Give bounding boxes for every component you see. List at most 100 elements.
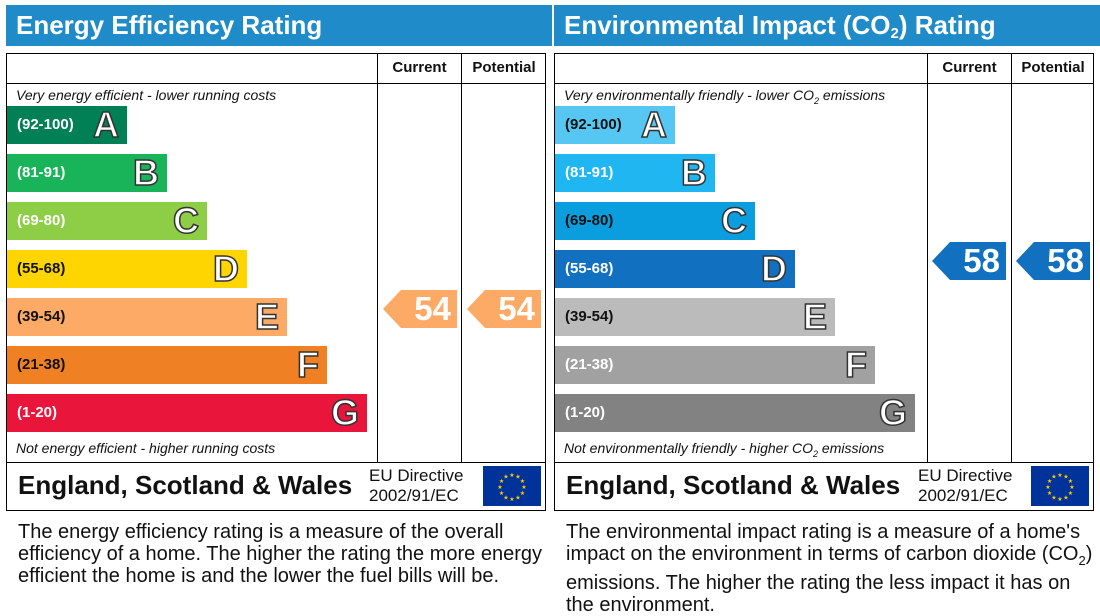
eu-flag-icon: ★ ★★★★★★★★★★★ bbox=[483, 466, 541, 506]
svg-text:★: ★ bbox=[509, 472, 514, 479]
svg-text:★: ★ bbox=[1063, 474, 1068, 481]
band-letter: F bbox=[844, 343, 868, 386]
divider bbox=[554, 83, 1094, 84]
band-range-label: (1-20) bbox=[565, 404, 606, 421]
band-letter: B bbox=[132, 151, 160, 194]
svg-text:★: ★ bbox=[521, 484, 526, 491]
svg-text:★: ★ bbox=[1068, 478, 1073, 485]
potential-rating-value: 58 bbox=[1047, 242, 1084, 279]
eu-flag-icon: ★ ★★★★★★★★★★★ bbox=[1031, 466, 1089, 506]
band-e: (39-54) E bbox=[7, 295, 287, 338]
current-rating-arrow: 58 bbox=[932, 242, 1006, 280]
band-range-label: (81-91) bbox=[17, 164, 66, 181]
band-letter: D bbox=[760, 247, 788, 290]
current-rating-value: 58 bbox=[963, 242, 1000, 279]
divider bbox=[927, 53, 928, 463]
band-range-label: (1-20) bbox=[17, 404, 58, 421]
band-range-label: (69-80) bbox=[17, 212, 66, 229]
svg-text:★: ★ bbox=[1057, 496, 1062, 503]
region-label: England, Scotland & Wales bbox=[566, 470, 901, 500]
environmental-rating-title: Environmental Impact (CO2) Rating bbox=[554, 5, 1100, 46]
environmental-chart-frame bbox=[554, 53, 1094, 511]
band-letter: A bbox=[640, 103, 668, 146]
environmental-impact-panel: Environmental Impact (CO2) Rating Curren… bbox=[554, 0, 1100, 616]
top-note: Very energy efficient - lower running co… bbox=[16, 87, 277, 103]
svg-text:★: ★ bbox=[1057, 472, 1062, 479]
svg-text:★: ★ bbox=[1047, 478, 1052, 485]
band-range-label: (92-100) bbox=[565, 116, 622, 133]
svg-text:★: ★ bbox=[1045, 484, 1050, 491]
band-a: (92-100) A bbox=[7, 103, 127, 146]
divider bbox=[377, 53, 378, 463]
svg-text:★: ★ bbox=[515, 494, 520, 501]
current-rating-arrow: 54 bbox=[383, 290, 457, 328]
band-d: (55-68) D bbox=[555, 247, 795, 290]
svg-text:★: ★ bbox=[1051, 474, 1056, 481]
band-e: (39-54) E bbox=[555, 295, 835, 338]
svg-text:★: ★ bbox=[515, 474, 520, 481]
band-range-label: (69-80) bbox=[565, 212, 614, 229]
divider bbox=[6, 462, 546, 463]
band-d: (55-68) D bbox=[7, 247, 247, 290]
energy-chart-frame bbox=[6, 53, 546, 511]
divider bbox=[461, 53, 462, 463]
band-range-label: (39-54) bbox=[565, 308, 614, 325]
svg-text:★: ★ bbox=[520, 478, 525, 485]
column-header-current: Current bbox=[942, 59, 997, 76]
svg-text:★: ★ bbox=[520, 490, 525, 497]
potential-rating-arrow: 54 bbox=[467, 290, 541, 328]
current-rating-value: 54 bbox=[414, 290, 451, 327]
divider bbox=[554, 462, 1094, 463]
band-b: (81-91) B bbox=[7, 151, 167, 194]
potential-rating-value: 54 bbox=[498, 290, 535, 327]
eu-directive-line2: 2002/91/EC bbox=[918, 486, 1008, 505]
svg-text:★: ★ bbox=[503, 494, 508, 501]
potential-rating-arrow: 58 bbox=[1016, 242, 1090, 280]
band-letter: D bbox=[212, 247, 240, 290]
band-letter: A bbox=[92, 103, 120, 146]
band-range-label: (21-38) bbox=[565, 356, 614, 373]
svg-text:★: ★ bbox=[1063, 494, 1068, 501]
column-header-current: Current bbox=[392, 59, 447, 76]
svg-text:★: ★ bbox=[503, 474, 508, 481]
svg-text:★: ★ bbox=[1051, 494, 1056, 501]
environmental-description: The environmental impact rating is a mea… bbox=[566, 521, 1093, 616]
band-g: (1-20) G bbox=[7, 391, 367, 434]
band-c: (69-80) C bbox=[555, 199, 755, 242]
band-range-label: (21-38) bbox=[17, 356, 66, 373]
band-letter: G bbox=[330, 391, 360, 434]
band-range-label: (55-68) bbox=[17, 260, 66, 277]
band-letter: B bbox=[680, 151, 708, 194]
column-header-potential: Potential bbox=[472, 59, 536, 76]
band-letter: C bbox=[720, 199, 748, 242]
svg-text:★: ★ bbox=[499, 490, 504, 497]
divider bbox=[1011, 53, 1012, 463]
band-letter: C bbox=[172, 199, 200, 242]
bottom-note: Not environmentally friendly - higher CO… bbox=[564, 440, 885, 459]
band-g: (1-20) G bbox=[555, 391, 915, 434]
band-range-label: (55-68) bbox=[565, 260, 614, 277]
band-range-label: (92-100) bbox=[17, 116, 74, 133]
band-f: (21-38) F bbox=[555, 343, 875, 386]
band-b: (81-91) B bbox=[555, 151, 715, 194]
band-letter: E bbox=[802, 295, 828, 338]
band-range-label: (81-91) bbox=[565, 164, 614, 181]
svg-text:★: ★ bbox=[1069, 484, 1074, 491]
band-a: (92-100) A bbox=[555, 103, 675, 146]
divider bbox=[6, 83, 546, 84]
eu-directive-text: EU Directive 2002/91/EC bbox=[369, 466, 463, 506]
region-label: England, Scotland & Wales bbox=[18, 470, 353, 500]
energy-rating-title: Energy Efficiency Rating bbox=[6, 5, 552, 46]
column-header-potential: Potential bbox=[1021, 59, 1085, 76]
eu-directive-line1: EU Directive bbox=[369, 466, 464, 485]
band-range-label: (39-54) bbox=[17, 308, 66, 325]
svg-text:★: ★ bbox=[497, 484, 502, 491]
energy-description: The energy efficiency rating is a measur… bbox=[18, 521, 543, 587]
band-f: (21-38) F bbox=[7, 343, 327, 386]
bottom-note: Not energy efficient - higher running co… bbox=[16, 440, 276, 456]
eu-directive-line2: 2002/91/EC bbox=[369, 486, 459, 505]
band-letter: F bbox=[296, 343, 320, 386]
eu-directive-line1: EU Directive bbox=[918, 466, 1013, 485]
band-letter: G bbox=[878, 391, 908, 434]
eu-directive-text: EU Directive 2002/91/EC bbox=[918, 466, 1012, 506]
